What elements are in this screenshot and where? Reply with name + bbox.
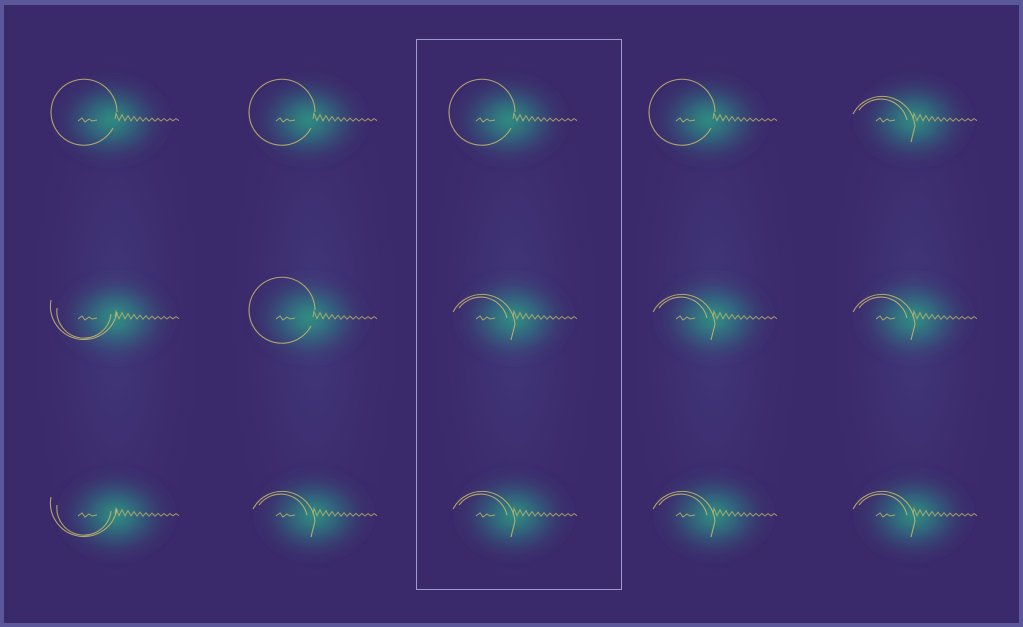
glyph-squiggle (77, 512, 98, 518)
glyph-ring (248, 78, 316, 146)
glyph-waveform (512, 309, 578, 320)
glyph-ring (452, 490, 516, 538)
glow-blob (647, 72, 771, 168)
glyph-squiggle (275, 315, 296, 321)
glyph-ring (50, 78, 118, 146)
glyph-waveform (114, 506, 180, 517)
glyph-waveform (114, 111, 180, 122)
glyph-cell-r3-c4[interactable] (652, 467, 778, 563)
glyph-waveform (712, 309, 778, 320)
glow-blob (447, 72, 571, 168)
glyph-squiggle (275, 512, 296, 518)
glyph-ring (248, 276, 316, 344)
glow-blob (247, 72, 371, 168)
glyph-squiggle (77, 117, 98, 123)
glyph-squiggle (875, 512, 896, 518)
glyph-ring (852, 95, 916, 143)
glow-blob (49, 72, 173, 168)
glyph-grid (21, 13, 1009, 623)
glyph-waveform (312, 309, 378, 320)
glyph-cell-r1-c4[interactable] (647, 72, 778, 168)
glyph-squiggle (675, 117, 696, 123)
glyph-waveform (512, 111, 578, 122)
glyph-cell-r1-c5[interactable] (852, 72, 978, 168)
glyph-squiggle (77, 315, 98, 321)
glyph-waveform (912, 506, 978, 517)
glyph-cell-r1-c1[interactable] (49, 72, 180, 168)
glyph-cell-r3-c1[interactable] (49, 467, 180, 563)
glyph-ring (448, 78, 516, 146)
glyph-cell-r1-c2[interactable] (247, 72, 378, 168)
glyph-cell-r2-c4[interactable] (652, 270, 778, 366)
glyph-waveform (712, 506, 778, 517)
glyph-waveform (114, 309, 180, 320)
glyph-cell-r2-c2[interactable] (247, 270, 378, 366)
glyph-squiggle (675, 512, 696, 518)
glyph-ring (652, 490, 716, 538)
glyph-ring (652, 293, 716, 341)
glyph-waveform (312, 111, 378, 122)
glyph-squiggle (275, 117, 296, 123)
glyph-waveform (512, 506, 578, 517)
glyph-ring (648, 78, 716, 146)
glyph-ring (852, 293, 916, 341)
glyph-squiggle (875, 315, 896, 321)
glyph-ring (252, 490, 316, 538)
glyph-waveform (312, 506, 378, 517)
cells-layer (49, 72, 978, 563)
glyph-cell-r2-c5[interactable] (852, 270, 978, 366)
glyph-ring (49, 496, 118, 538)
glyph-squiggle (475, 315, 496, 321)
glyph-waveform (912, 111, 978, 122)
glyph-ring (49, 299, 118, 341)
glyph-cell-r3-c5[interactable] (852, 467, 978, 563)
glyph-waveform (712, 111, 778, 122)
glow-blob (54, 467, 178, 563)
glyph-cell-r3-c2[interactable] (252, 467, 378, 563)
glyph-cell-r2-c3[interactable] (452, 270, 578, 366)
glyph-ring (452, 293, 516, 341)
glyph-cell-r2-c1[interactable] (49, 270, 180, 366)
glyph-squiggle (875, 117, 896, 123)
glyph-ring (852, 490, 916, 538)
glyph-squiggle (675, 315, 696, 321)
glyph-cell-r3-c3[interactable] (452, 467, 578, 563)
glyph-waveform (912, 309, 978, 320)
glyph-cell-r1-c3[interactable] (447, 72, 578, 168)
glyph-squiggle (475, 117, 496, 123)
glyph-squiggle (475, 512, 496, 518)
glow-blob (54, 270, 178, 366)
glow-blob (247, 270, 371, 366)
